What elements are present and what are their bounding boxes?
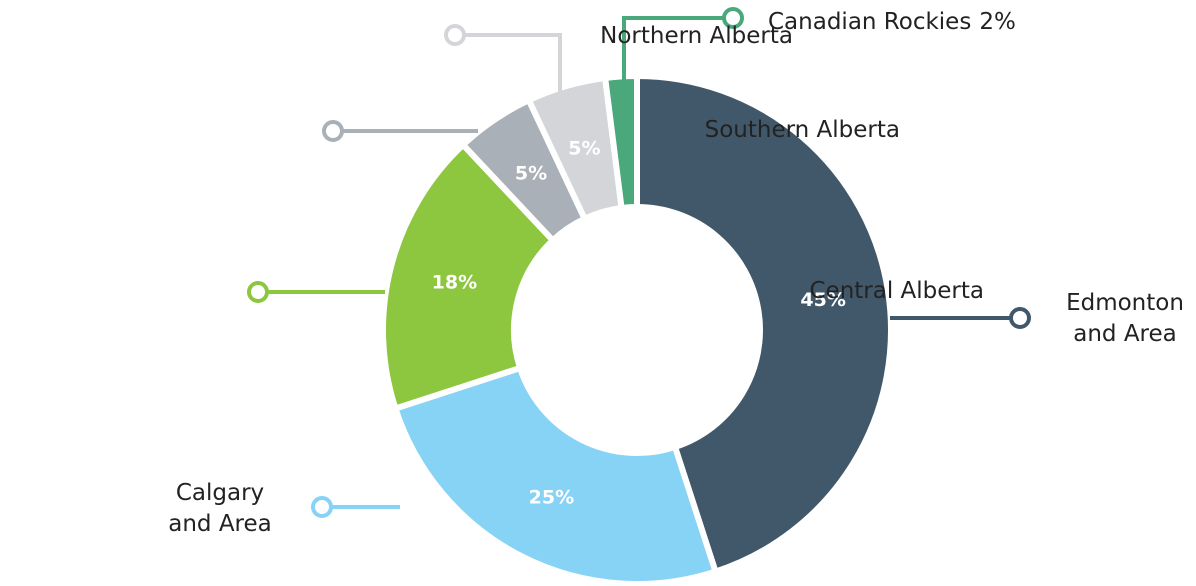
value-label: 45% <box>800 289 845 311</box>
category-label: Central Alberta <box>810 276 985 307</box>
category-name: Central Alberta <box>809 278 985 304</box>
leader-dot <box>722 7 744 29</box>
category-label: Edmonton and Area <box>1060 288 1190 350</box>
slice <box>601 72 640 212</box>
category-name: Canadian Rockies <box>768 9 972 35</box>
leader-dot <box>444 24 466 46</box>
category-name: Edmonton and Area <box>1066 290 1184 347</box>
leader-dot <box>311 496 333 518</box>
leader-line <box>622 16 723 82</box>
category-label: Canadian Rockies 2% <box>768 7 1016 38</box>
leader-line <box>465 33 562 95</box>
category-name: Northern Alberta <box>600 23 793 49</box>
category-name: Southern Alberta <box>704 117 900 143</box>
slice <box>391 364 720 586</box>
value-label: 25% <box>529 486 574 508</box>
leader-dot <box>322 120 344 142</box>
slice <box>380 140 558 413</box>
category-name: Calgary and Area <box>168 480 272 537</box>
value-label: 5% <box>568 137 600 159</box>
value-label: 5% <box>515 163 547 185</box>
category-label: Southern Alberta <box>705 115 900 146</box>
category-label: Northern Alberta <box>600 21 793 52</box>
slice <box>634 72 894 576</box>
value-label: 2% <box>979 9 1016 35</box>
value-label: 18% <box>432 272 477 294</box>
leader-dot <box>247 281 269 303</box>
category-label: Calgary and Area <box>150 478 290 540</box>
leader-dot <box>1009 307 1031 329</box>
